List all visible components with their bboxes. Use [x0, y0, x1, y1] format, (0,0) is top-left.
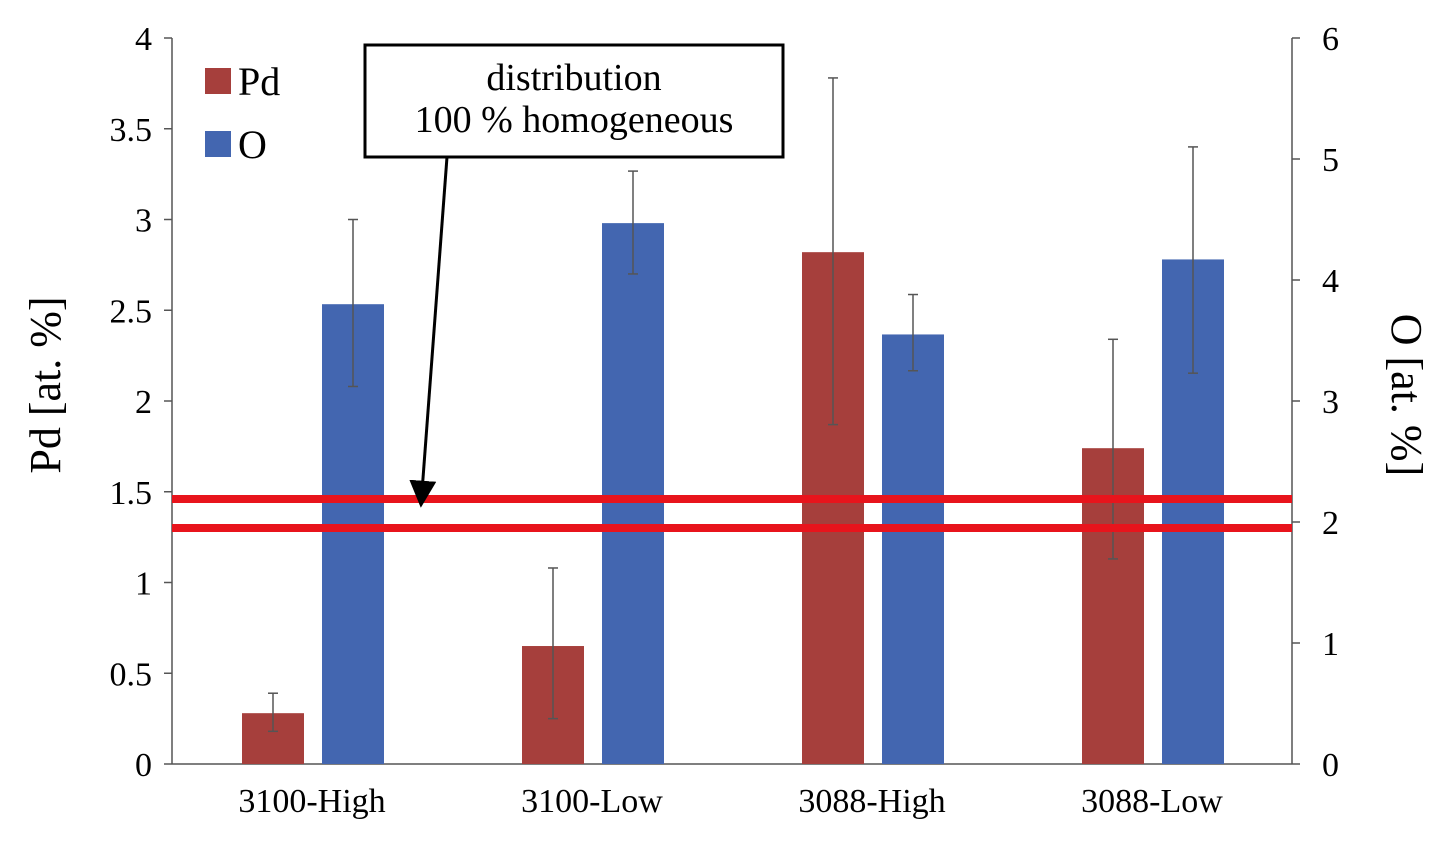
left-tick-label: 1.5: [110, 475, 153, 512]
right-axis-title: O [at. %]: [1382, 314, 1431, 477]
right-tick-label: 0: [1322, 747, 1339, 784]
annotation-line-1: distribution: [486, 57, 661, 99]
left-tick-label: 3: [135, 203, 152, 240]
bar-o-3088-high: [882, 334, 944, 764]
right-tick-label: 4: [1322, 263, 1339, 300]
category-label: 3100-Low: [521, 783, 663, 820]
legend-label-pd: Pd: [238, 59, 280, 104]
legend-label-o: O: [238, 122, 267, 167]
category-label: 3100-High: [238, 783, 385, 820]
right-tick-label: 3: [1322, 384, 1339, 421]
bar-o-3100-low: [602, 223, 664, 764]
annotation-box: [363, 43, 785, 159]
left-tick-label: 2.5: [110, 293, 153, 330]
right-tick-label: 1: [1322, 626, 1339, 663]
category-label: 3088-High: [798, 783, 945, 820]
left-tick-label: 0.5: [110, 656, 153, 693]
annotation: distribution 100 % homogeneous: [363, 43, 785, 159]
left-tick-label: 1: [135, 566, 152, 603]
plot-area: 0 0.5 1 1.5 2 2.5 3 3.5 4 0 1 2 3 4 5 6 3100-High 3100-Lo…: [110, 21, 1340, 820]
right-tick-label: 6: [1322, 21, 1339, 58]
legend: Pd O: [205, 59, 280, 167]
right-tick-label: 2: [1322, 505, 1339, 542]
legend-swatch-pd: [205, 68, 231, 94]
left-tick-label: 0: [135, 747, 152, 784]
category-label: 3088-Low: [1081, 783, 1223, 820]
left-tick-label: 4: [135, 21, 152, 58]
left-tick-label: 2: [135, 384, 152, 421]
annotation-line-2: 100 % homogeneous: [415, 99, 734, 141]
right-tick-label: 5: [1322, 142, 1339, 179]
left-axis-title: Pd [at. %]: [21, 296, 70, 473]
annotation-arrow: [409, 156, 449, 508]
legend-swatch-o: [205, 131, 231, 157]
left-tick-label: 3.5: [110, 112, 153, 149]
